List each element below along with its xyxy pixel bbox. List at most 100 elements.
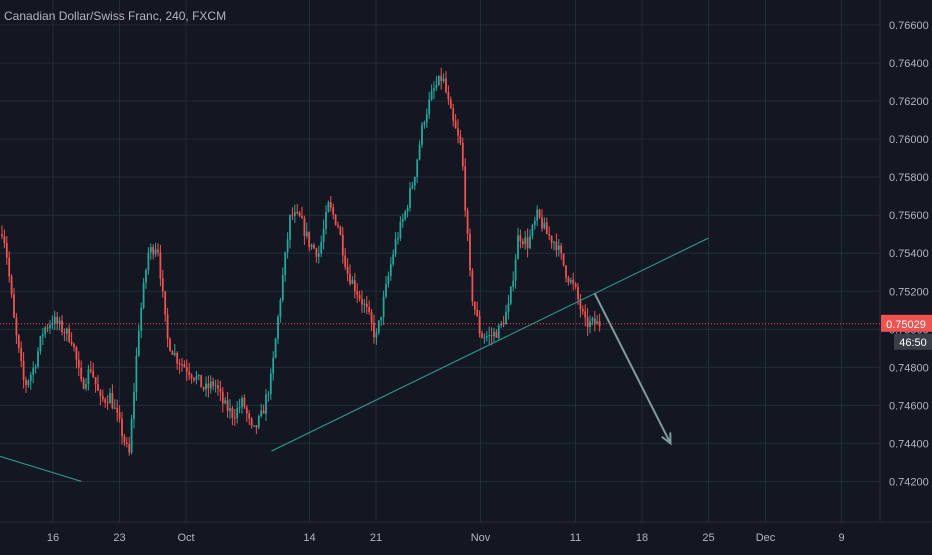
candle-body [315,248,318,257]
candle-body [87,369,90,385]
y-tick-label: 0.75600 [889,210,929,222]
candle-body [356,291,359,296]
candle-body [531,225,534,237]
grid [0,0,932,523]
candle-body [236,407,239,419]
x-tick-label: 18 [636,532,648,544]
candle-body [471,270,474,302]
candle-body [555,242,558,251]
candle-body [209,381,212,389]
candle-body [27,380,30,386]
candle-body [493,331,495,337]
candle-body [20,348,23,361]
candle-body [284,252,287,276]
candle-body [385,283,387,297]
candle-body [308,231,311,247]
drawings[interactable] [0,237,880,483]
candle-body [574,283,577,287]
x-tick-label: Dec [756,532,776,544]
arrow-head[interactable] [661,432,672,446]
candle-body [389,264,392,276]
candle-body [123,436,126,443]
candle-body [495,331,498,338]
candle-body [368,306,371,313]
candle-body [111,393,114,409]
arrow-line[interactable] [593,292,672,444]
candle-body [502,323,505,325]
candle-body [157,249,159,253]
candle-body [56,316,59,324]
candle-body [557,245,560,251]
candle-body [147,252,150,270]
candles [1,67,601,456]
candle-body [524,237,527,245]
candle-body [593,318,596,325]
candle-body [529,236,531,248]
candle-body [166,314,169,339]
candle-body [317,253,320,257]
candle-body [560,245,563,254]
candle-body [46,327,49,329]
candle-body [512,280,515,287]
candle-body [133,392,135,419]
candle-body [320,242,323,254]
candle-body [548,234,551,236]
candle-body [406,207,409,212]
candle-body [433,88,435,91]
candle-body [289,215,291,240]
candle-body [392,254,395,265]
x-tick-label: 16 [47,532,59,544]
candle-body [416,159,419,177]
candle-body [99,390,102,396]
candle-body [473,301,476,310]
candle-body [207,383,210,389]
candle-body [241,398,243,408]
candle-body [447,92,450,100]
candle-body [142,282,145,308]
candle-body [217,385,219,389]
trendline[interactable] [0,443,82,483]
candle-body [265,394,267,414]
y-tick-label: 0.74800 [889,362,929,374]
candle-body [490,335,493,337]
candle-body [15,317,18,336]
candle-body [161,278,164,292]
x-tick-label: 23 [113,532,125,544]
x-tick-label: 25 [702,532,714,544]
candle-body [452,108,455,121]
candle-body [598,321,601,327]
x-axis: 16 23 Oct 14 21 Nov 11 18 25 Dec 9 [47,532,845,544]
candle-body [543,222,546,229]
candle-body [401,218,404,222]
candle-body [145,269,147,283]
candle-body [387,275,390,284]
candle-body [257,416,260,428]
candle-body [195,376,198,380]
candle-body [305,231,308,237]
candle-body [303,218,306,237]
candle-body [233,417,236,419]
candle-body [113,407,116,409]
candle-body [202,387,205,390]
candle-body [281,275,284,301]
candle-body [22,360,25,380]
candle-body [399,221,402,238]
candle-body [97,384,99,391]
candle-body [526,237,529,248]
candle-body [459,135,462,143]
x-tick-label: 21 [370,532,382,544]
candle-body [293,212,296,216]
candle-body [550,235,553,243]
candle-body [53,316,56,324]
candle-body [63,332,66,334]
candle-body [351,280,354,284]
candle-body [135,355,138,393]
candle-body [346,266,349,274]
candle-body [80,367,83,380]
candle-body [296,212,299,214]
candle-body [176,353,179,364]
candle-body [586,317,589,328]
trendline[interactable] [271,237,709,452]
